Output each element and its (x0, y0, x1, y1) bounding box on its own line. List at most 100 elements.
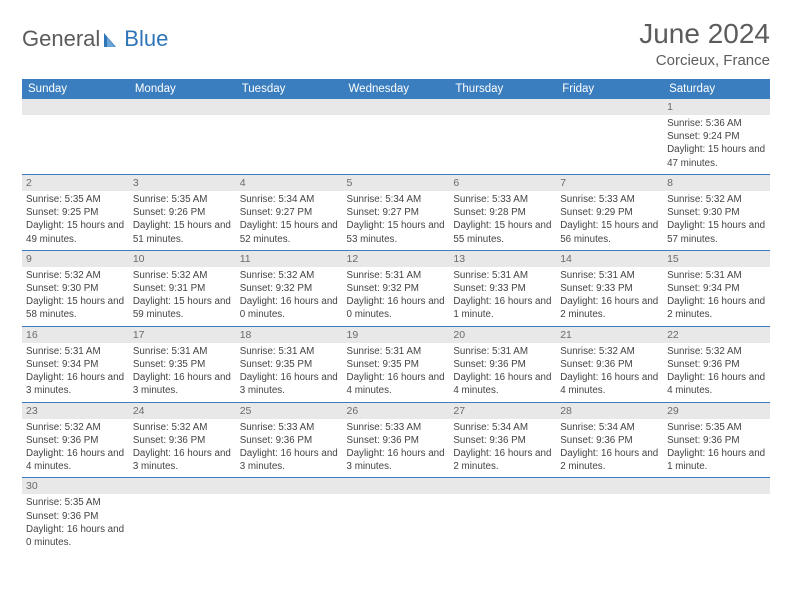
sunset-text: Sunset: 9:31 PM (133, 282, 232, 295)
sunset-text: Sunset: 9:36 PM (240, 434, 339, 447)
calendar-day-cell: 5Sunrise: 5:34 AMSunset: 9:27 PMDaylight… (343, 174, 450, 250)
day-number (663, 478, 770, 494)
daylight-text: Daylight: 15 hours and 59 minutes. (133, 295, 232, 321)
sunrise-text: Sunrise: 5:32 AM (26, 269, 125, 282)
sunset-text: Sunset: 9:34 PM (667, 282, 766, 295)
daylight-text: Daylight: 16 hours and 4 minutes. (347, 371, 446, 397)
calendar-day-cell: 8Sunrise: 5:32 AMSunset: 9:30 PMDaylight… (663, 174, 770, 250)
sunrise-text: Sunrise: 5:32 AM (667, 345, 766, 358)
calendar-day-cell (129, 478, 236, 553)
day-number: 9 (22, 251, 129, 267)
calendar-day-cell (343, 478, 450, 553)
daylight-text: Daylight: 16 hours and 2 minutes. (560, 447, 659, 473)
day-number: 7 (556, 175, 663, 191)
daylight-text: Daylight: 16 hours and 1 minute. (453, 295, 552, 321)
day-number: 18 (236, 327, 343, 343)
day-body: Sunrise: 5:35 AMSunset: 9:36 PMDaylight:… (663, 419, 770, 478)
day-body: Sunrise: 5:35 AMSunset: 9:25 PMDaylight:… (22, 191, 129, 250)
calendar-week-row: 23Sunrise: 5:32 AMSunset: 9:36 PMDayligh… (22, 402, 770, 478)
calendar-table: Sunday Monday Tuesday Wednesday Thursday… (22, 79, 770, 553)
sunset-text: Sunset: 9:28 PM (453, 206, 552, 219)
sunset-text: Sunset: 9:35 PM (133, 358, 232, 371)
daylight-text: Daylight: 16 hours and 4 minutes. (453, 371, 552, 397)
sunrise-text: Sunrise: 5:31 AM (453, 345, 552, 358)
month-title: June 2024 (639, 18, 770, 50)
calendar-day-cell: 26Sunrise: 5:33 AMSunset: 9:36 PMDayligh… (343, 402, 450, 478)
day-number: 2 (22, 175, 129, 191)
day-body: Sunrise: 5:33 AMSunset: 9:29 PMDaylight:… (556, 191, 663, 250)
daylight-text: Daylight: 16 hours and 3 minutes. (240, 371, 339, 397)
day-number: 23 (22, 403, 129, 419)
calendar-day-cell: 30Sunrise: 5:35 AMSunset: 9:36 PMDayligh… (22, 478, 129, 553)
calendar-week-row: 16Sunrise: 5:31 AMSunset: 9:34 PMDayligh… (22, 326, 770, 402)
calendar-day-cell: 11Sunrise: 5:32 AMSunset: 9:32 PMDayligh… (236, 250, 343, 326)
calendar-day-cell: 22Sunrise: 5:32 AMSunset: 9:36 PMDayligh… (663, 326, 770, 402)
daylight-text: Daylight: 16 hours and 3 minutes. (133, 447, 232, 473)
daylight-text: Daylight: 16 hours and 3 minutes. (347, 447, 446, 473)
day-body: Sunrise: 5:35 AMSunset: 9:36 PMDaylight:… (22, 494, 129, 553)
day-body: Sunrise: 5:34 AMSunset: 9:36 PMDaylight:… (449, 419, 556, 478)
day-number (129, 99, 236, 115)
day-body: Sunrise: 5:31 AMSunset: 9:35 PMDaylight:… (236, 343, 343, 402)
weekday-header: Sunday (22, 79, 129, 99)
sunrise-text: Sunrise: 5:35 AM (133, 193, 232, 206)
calendar-week-row: 1Sunrise: 5:36 AMSunset: 9:24 PMDaylight… (22, 99, 770, 174)
calendar-day-cell: 23Sunrise: 5:32 AMSunset: 9:36 PMDayligh… (22, 402, 129, 478)
sunrise-text: Sunrise: 5:32 AM (240, 269, 339, 282)
day-number: 27 (449, 403, 556, 419)
calendar-day-cell: 3Sunrise: 5:35 AMSunset: 9:26 PMDaylight… (129, 174, 236, 250)
daylight-text: Daylight: 16 hours and 4 minutes. (560, 371, 659, 397)
daylight-text: Daylight: 15 hours and 55 minutes. (453, 219, 552, 245)
sunset-text: Sunset: 9:30 PM (26, 282, 125, 295)
sunrise-text: Sunrise: 5:32 AM (560, 345, 659, 358)
sunset-text: Sunset: 9:30 PM (667, 206, 766, 219)
daylight-text: Daylight: 15 hours and 51 minutes. (133, 219, 232, 245)
day-body: Sunrise: 5:34 AMSunset: 9:27 PMDaylight:… (343, 191, 450, 250)
sunrise-text: Sunrise: 5:31 AM (26, 345, 125, 358)
sunset-text: Sunset: 9:25 PM (26, 206, 125, 219)
calendar-day-cell: 18Sunrise: 5:31 AMSunset: 9:35 PMDayligh… (236, 326, 343, 402)
sunset-text: Sunset: 9:32 PM (240, 282, 339, 295)
calendar-day-cell (449, 99, 556, 174)
sunset-text: Sunset: 9:26 PM (133, 206, 232, 219)
day-number: 29 (663, 403, 770, 419)
calendar-day-cell (129, 99, 236, 174)
calendar-day-cell (556, 99, 663, 174)
location: Corcieux, France (639, 52, 770, 69)
day-number: 26 (343, 403, 450, 419)
sunset-text: Sunset: 9:29 PM (560, 206, 659, 219)
sunrise-text: Sunrise: 5:35 AM (667, 421, 766, 434)
calendar-day-cell: 25Sunrise: 5:33 AMSunset: 9:36 PMDayligh… (236, 402, 343, 478)
calendar-day-cell: 29Sunrise: 5:35 AMSunset: 9:36 PMDayligh… (663, 402, 770, 478)
weekday-header: Monday (129, 79, 236, 99)
sunset-text: Sunset: 9:36 PM (26, 510, 125, 523)
sunset-text: Sunset: 9:36 PM (560, 434, 659, 447)
daylight-text: Daylight: 15 hours and 58 minutes. (26, 295, 125, 321)
day-number: 12 (343, 251, 450, 267)
calendar-day-cell: 4Sunrise: 5:34 AMSunset: 9:27 PMDaylight… (236, 174, 343, 250)
calendar-day-cell (343, 99, 450, 174)
logo-word2: Blue (124, 26, 168, 52)
day-number (236, 478, 343, 494)
day-body: Sunrise: 5:31 AMSunset: 9:32 PMDaylight:… (343, 267, 450, 326)
calendar-week-row: 9Sunrise: 5:32 AMSunset: 9:30 PMDaylight… (22, 250, 770, 326)
day-number: 20 (449, 327, 556, 343)
weekday-header: Wednesday (343, 79, 450, 99)
day-body: Sunrise: 5:31 AMSunset: 9:34 PMDaylight:… (22, 343, 129, 402)
sunrise-text: Sunrise: 5:35 AM (26, 496, 125, 509)
sunset-text: Sunset: 9:36 PM (347, 434, 446, 447)
calendar-day-cell: 12Sunrise: 5:31 AMSunset: 9:32 PMDayligh… (343, 250, 450, 326)
calendar-day-cell: 14Sunrise: 5:31 AMSunset: 9:33 PMDayligh… (556, 250, 663, 326)
day-number (236, 99, 343, 115)
calendar-day-cell: 10Sunrise: 5:32 AMSunset: 9:31 PMDayligh… (129, 250, 236, 326)
sunset-text: Sunset: 9:36 PM (133, 434, 232, 447)
day-number: 28 (556, 403, 663, 419)
day-number: 24 (129, 403, 236, 419)
title-block: June 2024 Corcieux, France (639, 18, 770, 69)
sunset-text: Sunset: 9:35 PM (347, 358, 446, 371)
day-body: Sunrise: 5:31 AMSunset: 9:35 PMDaylight:… (129, 343, 236, 402)
calendar-day-cell: 24Sunrise: 5:32 AMSunset: 9:36 PMDayligh… (129, 402, 236, 478)
calendar-day-cell: 28Sunrise: 5:34 AMSunset: 9:36 PMDayligh… (556, 402, 663, 478)
day-body: Sunrise: 5:36 AMSunset: 9:24 PMDaylight:… (663, 115, 770, 174)
sunrise-text: Sunrise: 5:32 AM (133, 269, 232, 282)
